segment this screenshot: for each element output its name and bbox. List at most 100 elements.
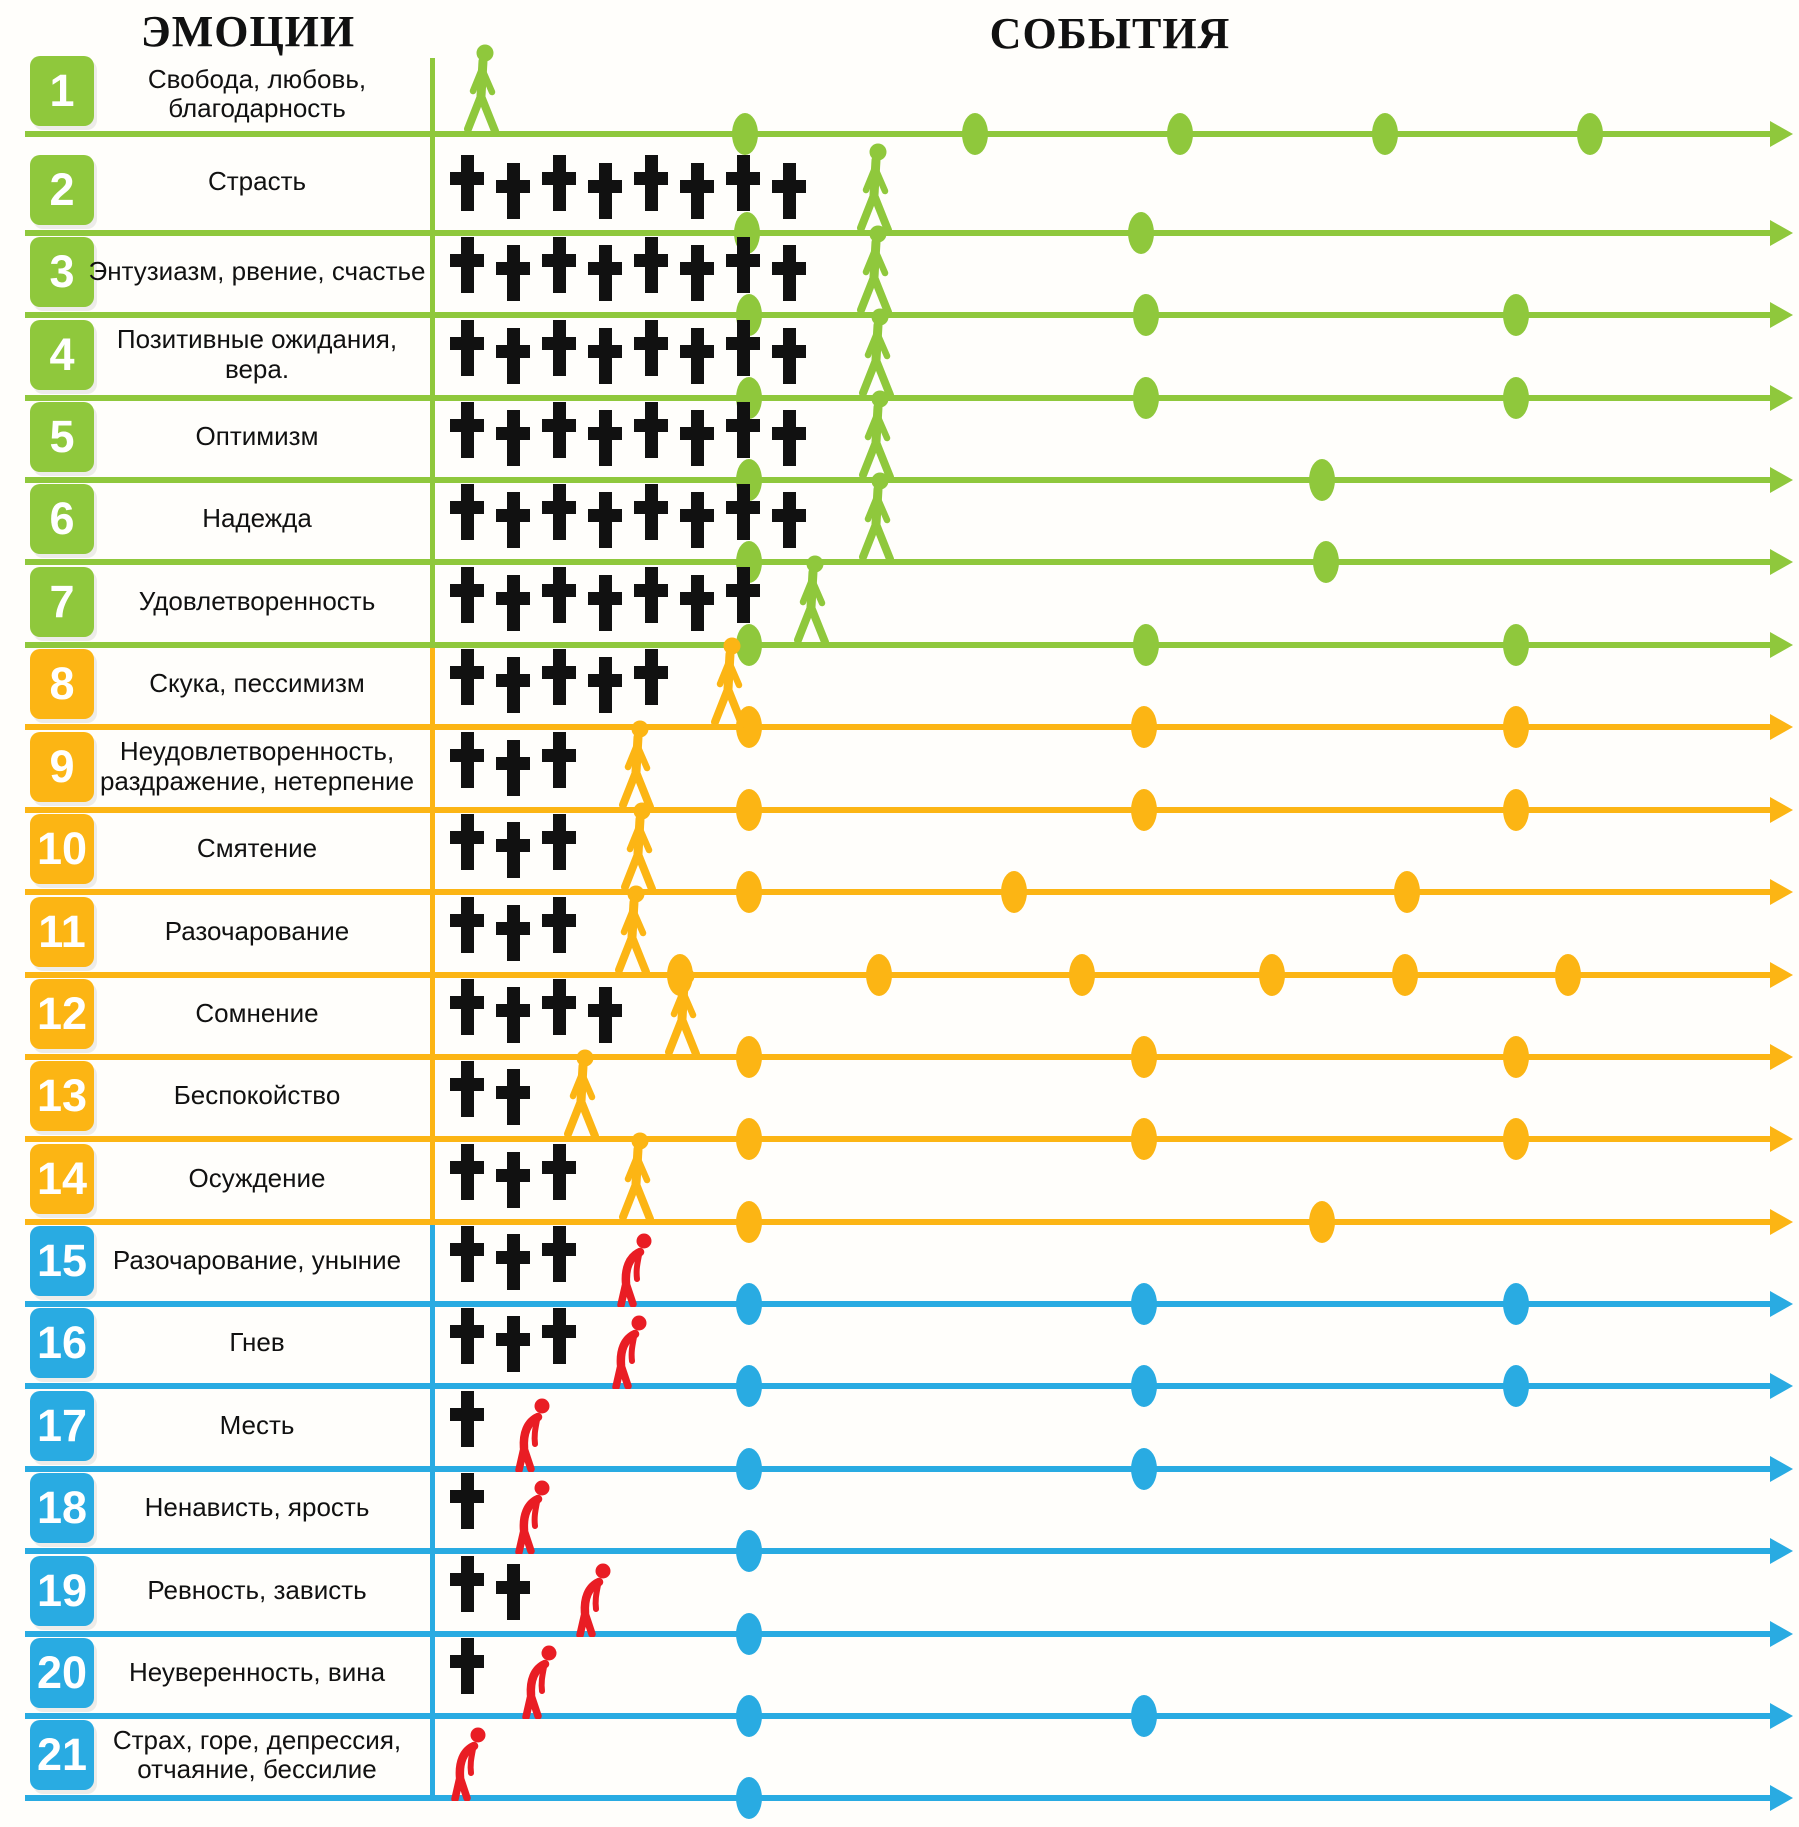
event-dot: [1167, 113, 1193, 155]
plus-marks: [450, 237, 818, 301]
event-dot: [736, 1530, 762, 1572]
plus-icon: [450, 979, 484, 1037]
event-dot: [1131, 1365, 1157, 1407]
event-timeline: [25, 312, 1772, 318]
event-dot: [1555, 954, 1581, 996]
row-number-badge: 13: [30, 1061, 94, 1131]
plus-icon: [726, 155, 760, 213]
row-number-badge: 5: [30, 402, 94, 472]
event-dot: [1133, 377, 1159, 419]
arrow-right-icon: [1770, 714, 1793, 740]
arrow-right-icon: [1770, 1291, 1793, 1317]
event-dot: [1372, 113, 1398, 155]
event-dot: [1069, 954, 1095, 996]
plus-icon: [588, 492, 622, 550]
plus-icon: [496, 245, 530, 303]
event-dot: [1503, 706, 1529, 748]
plus-icon: [772, 245, 806, 303]
arrow-right-icon: [1770, 1044, 1793, 1070]
walking-person-icon: [854, 308, 902, 400]
plus-icon: [450, 1144, 484, 1202]
row-number-badge: 14: [30, 1144, 94, 1214]
plus-icon: [542, 484, 576, 542]
arrow-right-icon: [1770, 467, 1793, 493]
plus-icon: [450, 1061, 484, 1119]
row-number-badge: 4: [30, 320, 94, 390]
plus-icon: [450, 1391, 484, 1449]
arrow-right-icon: [1770, 549, 1793, 575]
event-dot: [736, 1448, 762, 1490]
plus-icon: [726, 567, 760, 625]
plus-icon: [496, 1234, 530, 1292]
event-dot: [736, 1036, 762, 1078]
events-column-header: СОБЫТИЯ: [989, 9, 1231, 58]
event-timeline: [25, 559, 1772, 565]
event-dot: [1392, 954, 1418, 996]
emotion-label: Неуверенность, вина: [128, 1657, 386, 1688]
arrow-right-icon: [1770, 879, 1793, 905]
plus-icon: [450, 567, 484, 625]
plus-icon: [450, 484, 484, 542]
row-number-badge: 17: [30, 1391, 94, 1461]
emotion-label: Осуждение: [188, 1162, 326, 1193]
event-dot: [1131, 1036, 1157, 1078]
walking-person-icon: [852, 143, 900, 235]
event-dot: [736, 1695, 762, 1737]
event-dot: [736, 1365, 762, 1407]
plus-icon: [542, 1144, 576, 1202]
event-timeline: [25, 1383, 1772, 1389]
walking-person-icon: [616, 802, 664, 894]
column-divider-segment-negative-emotions: [430, 1222, 435, 1798]
arrow-right-icon: [1770, 121, 1793, 147]
event-dot: [1131, 1448, 1157, 1490]
event-timeline: [25, 1136, 1772, 1142]
event-dot: [1133, 624, 1159, 666]
plus-icon: [496, 740, 530, 798]
emotion-label: Удовлетворенность: [138, 585, 376, 616]
event-timeline: [25, 1054, 1772, 1060]
event-timeline: [25, 1466, 1772, 1472]
arrow-right-icon: [1770, 1703, 1793, 1729]
emotion-label: Беспокойство: [173, 1080, 341, 1111]
event-dot: [866, 954, 892, 996]
plus-icon: [680, 328, 714, 386]
plus-icon: [450, 1226, 484, 1284]
arrow-right-icon: [1770, 962, 1793, 988]
fallen-person-icon: [612, 1227, 660, 1307]
plus-icon: [772, 163, 806, 221]
event-timeline: [25, 230, 1772, 236]
plus-icon: [588, 657, 622, 715]
event-dot: [1131, 789, 1157, 831]
emotion-label: Гнев: [229, 1327, 285, 1358]
plus-marks: [450, 897, 588, 961]
plus-icon: [450, 1556, 484, 1614]
row-number-badge: 7: [30, 567, 94, 637]
plus-marks: [450, 1638, 496, 1696]
plus-icon: [450, 237, 484, 295]
fallen-person-icon: [446, 1721, 494, 1801]
plus-icon: [542, 155, 576, 213]
event-dot: [736, 1613, 762, 1655]
plus-icon: [772, 328, 806, 386]
arrow-right-icon: [1770, 1373, 1793, 1399]
plus-icon: [680, 492, 714, 550]
event-dot: [732, 113, 758, 155]
walking-person-icon: [614, 1132, 662, 1224]
plus-icon: [634, 237, 668, 295]
plus-icon: [542, 1226, 576, 1284]
row-number-badge: 18: [30, 1473, 94, 1543]
plus-marks: [450, 1308, 588, 1372]
walking-person-icon: [660, 967, 708, 1059]
emotion-label: Ревность, зависть: [147, 1574, 367, 1605]
plus-marks: [450, 1556, 542, 1620]
plus-icon: [726, 237, 760, 295]
row-number-badge: 2: [30, 155, 94, 225]
plus-icon: [450, 402, 484, 460]
event-dot: [736, 1201, 762, 1243]
plus-icon: [772, 410, 806, 468]
walking-person-icon: [610, 885, 658, 977]
plus-icon: [634, 320, 668, 378]
event-dot: [1503, 1118, 1529, 1160]
plus-icon: [542, 649, 576, 707]
row-number-badge: 12: [30, 979, 94, 1049]
